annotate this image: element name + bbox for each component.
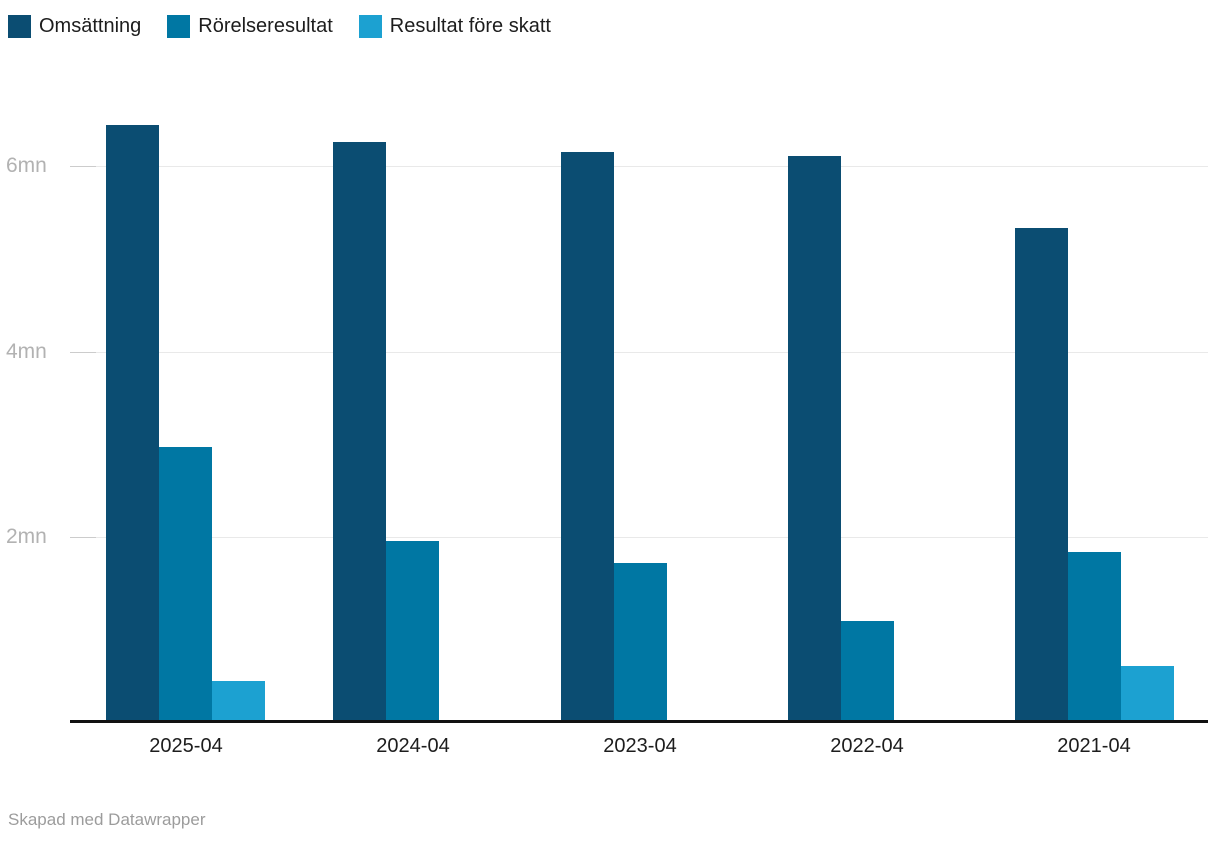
bar-2024-04-series-1[interactable] <box>333 142 386 722</box>
legend-swatch-icon <box>167 15 191 38</box>
x-axis-category-label: 2023-04 <box>603 735 677 757</box>
legend-label: Omsättning <box>39 15 142 37</box>
bar-2023-04-series-1[interactable] <box>561 152 614 722</box>
legend-label: Rörelseresultat <box>198 15 333 37</box>
x-axis-line <box>70 720 1208 723</box>
bar-2023-04-series-2[interactable] <box>614 563 667 722</box>
gridline <box>72 352 1208 353</box>
y-axis-tick-label: 4mn <box>6 340 47 363</box>
bar-2025-04-series-3[interactable] <box>212 681 265 722</box>
bar-2022-04-series-1[interactable] <box>788 156 841 722</box>
bar-2025-04-series-1[interactable] <box>106 125 159 722</box>
gridline <box>72 537 1208 538</box>
bar-2021-04-series-1[interactable] <box>1015 228 1068 722</box>
bar-2021-04-series-2[interactable] <box>1068 552 1121 722</box>
legend-item-3: Resultat före skatt <box>358 15 551 38</box>
bar-2022-04-series-2[interactable] <box>841 621 894 722</box>
y-axis-tick-label: 2mn <box>6 525 47 548</box>
legend-swatch-icon <box>8 15 31 38</box>
legend: Omsättning Rörelseresultat Resultat före s… <box>8 15 551 38</box>
bar-2021-04-series-3[interactable] <box>1121 666 1174 722</box>
axis-tick <box>70 166 96 167</box>
bar-2024-04-series-2[interactable] <box>386 541 439 722</box>
legend-swatch-icon <box>358 15 382 38</box>
gridline <box>72 166 1208 167</box>
x-axis-category-label: 2025-04 <box>149 735 223 757</box>
legend-label: Resultat före skatt <box>389 15 551 37</box>
x-axis-category-label: 2021-04 <box>1057 735 1131 757</box>
axis-tick <box>70 537 96 538</box>
axis-tick <box>70 352 96 353</box>
legend-item-2: Rörelseresultat <box>167 15 333 38</box>
attribution-text: Skapad med Datawrapper <box>8 810 206 829</box>
bar-2025-04-series-2[interactable] <box>159 447 212 722</box>
x-axis-category-label: 2024-04 <box>376 735 450 757</box>
x-axis-category-label: 2022-04 <box>830 735 904 757</box>
legend-item-1: Omsättning <box>8 15 141 38</box>
y-axis-tick-label: 6mn <box>6 154 47 177</box>
